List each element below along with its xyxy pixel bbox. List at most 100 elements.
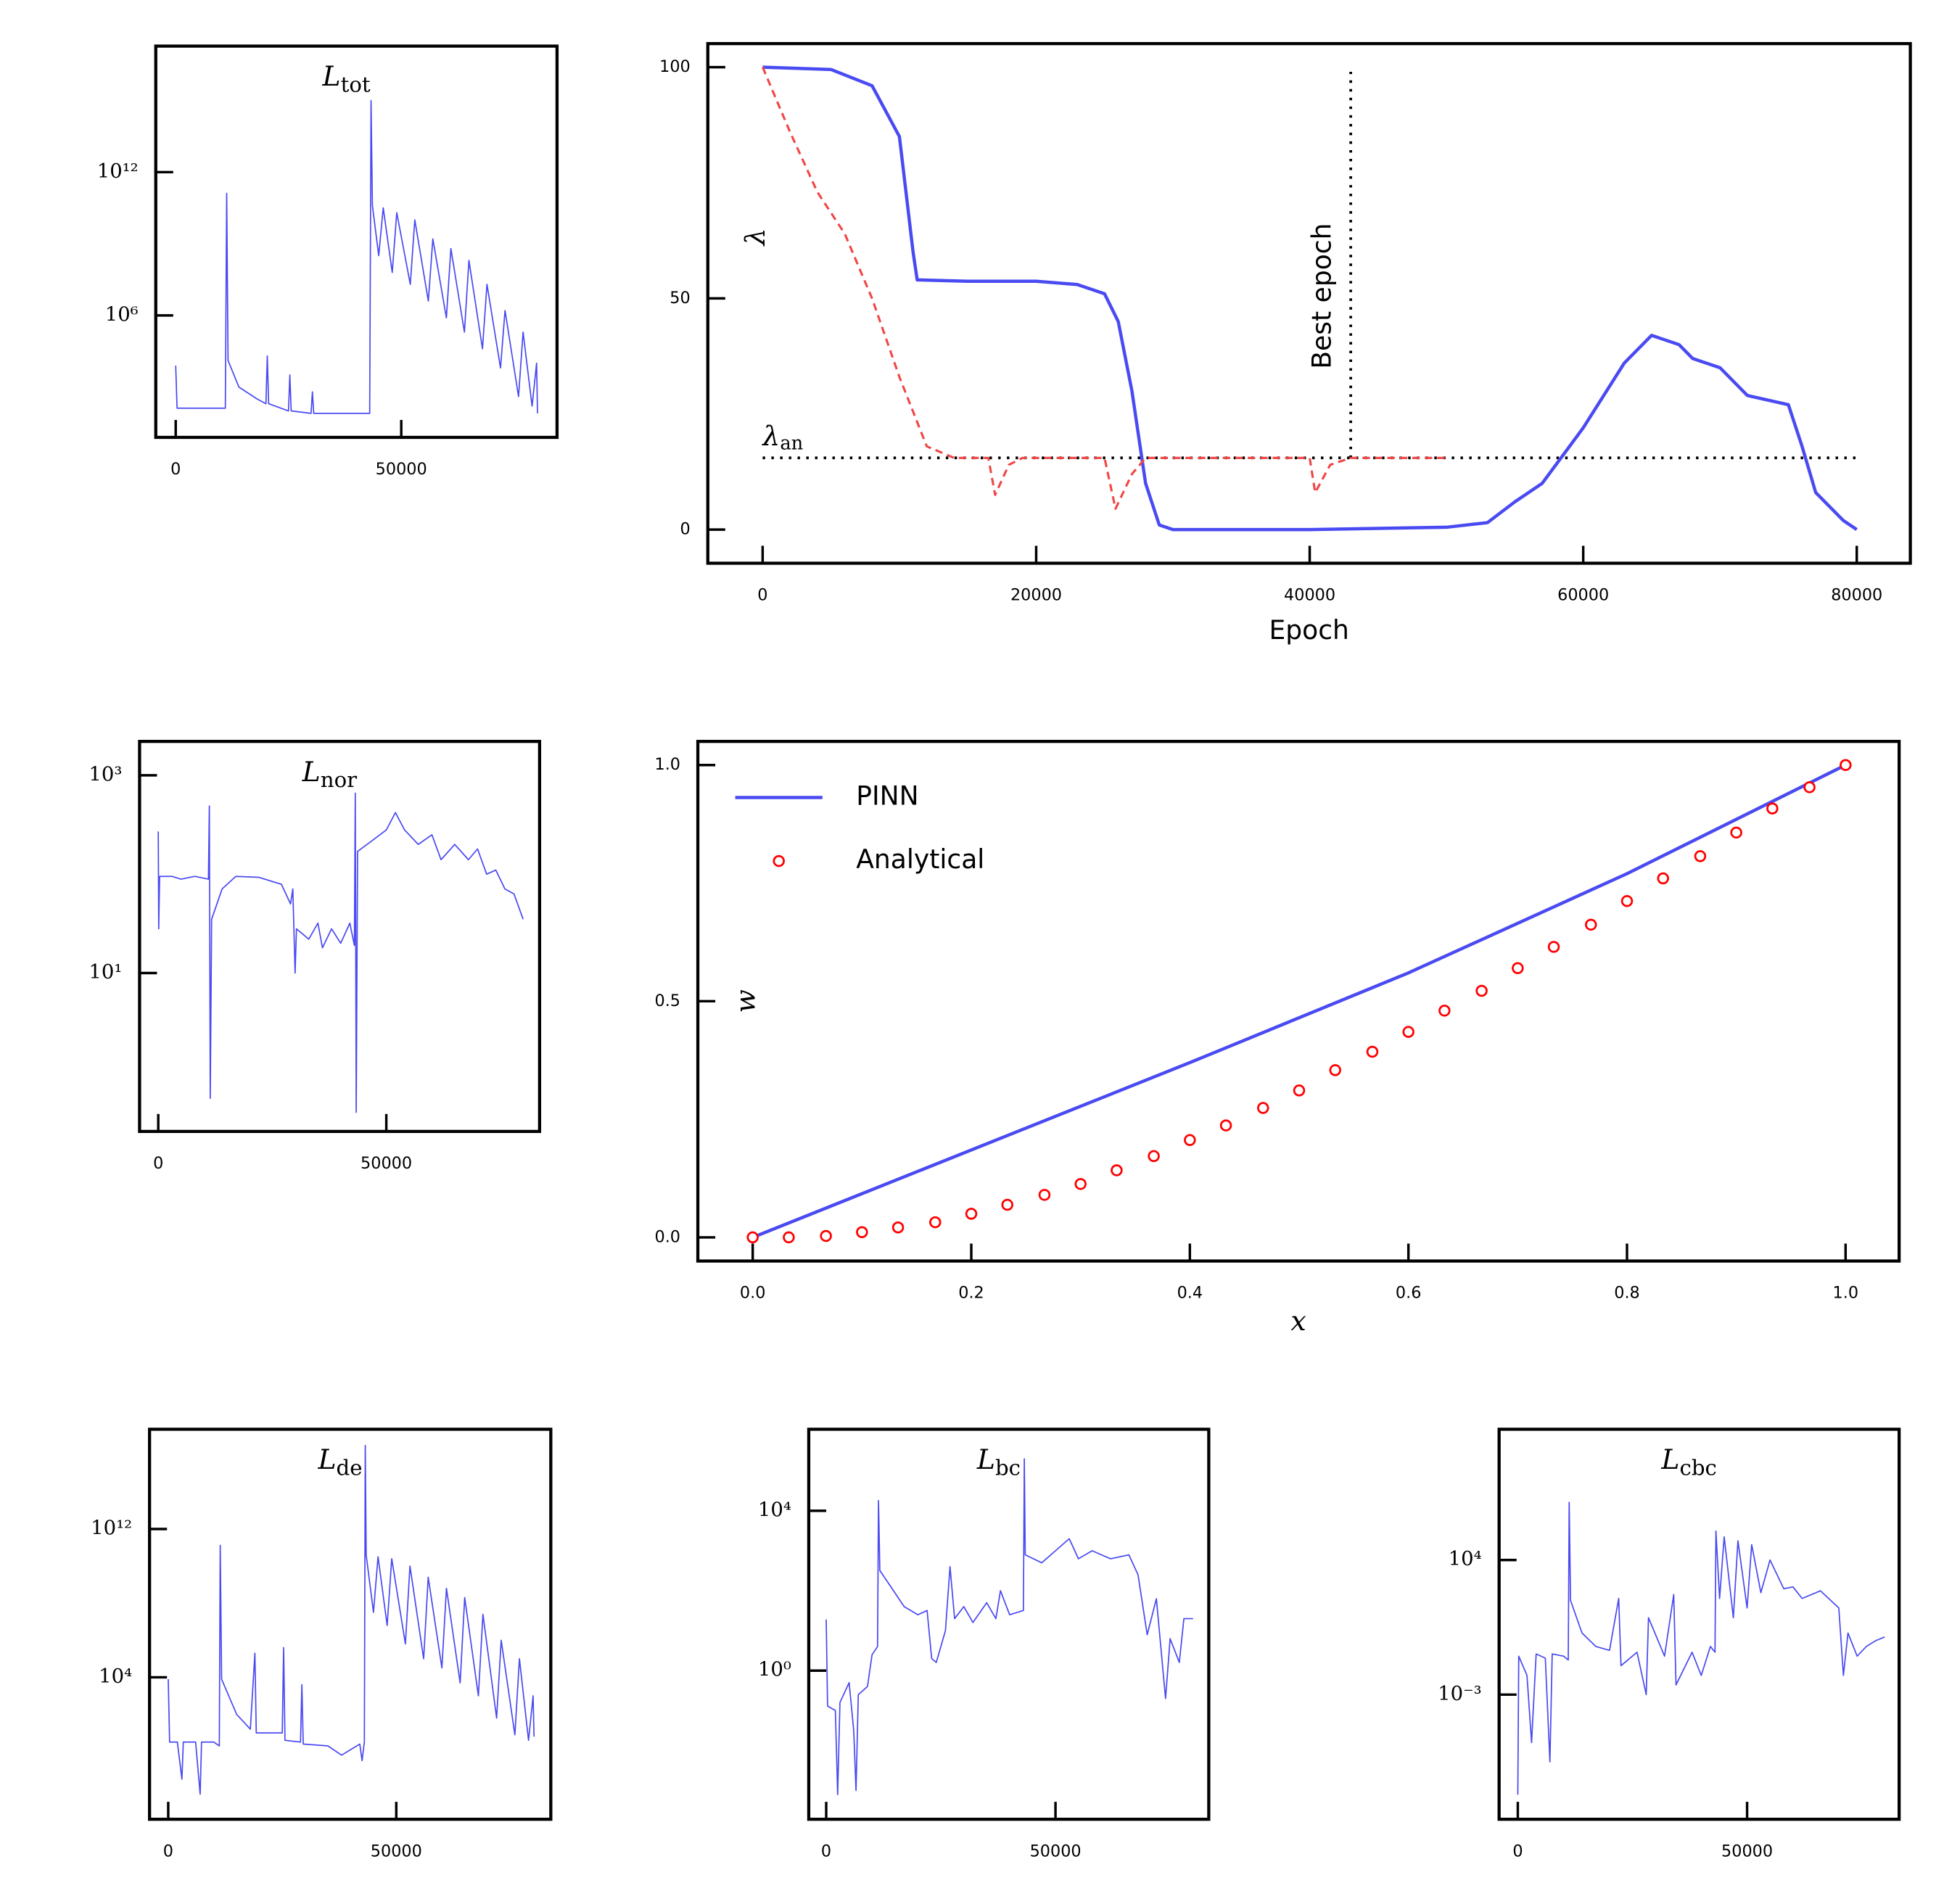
data-point	[1111, 1164, 1123, 1176]
y-tick-label: 10³	[88, 762, 122, 786]
y-axis-label: λ	[739, 228, 771, 247]
x-tick-label: 0	[170, 460, 181, 479]
data-point	[1657, 872, 1669, 885]
panel-title: Ltot	[322, 60, 371, 97]
x-tick-label: 0	[153, 1154, 163, 1173]
panel-title-sub: bc	[995, 1455, 1021, 1480]
panel-title: Lcbc	[1660, 1443, 1716, 1480]
data-point	[1512, 962, 1524, 974]
reference-label-main: λ	[761, 419, 780, 451]
data-point	[1585, 918, 1597, 931]
best-epoch-label: Best epoch	[1306, 223, 1337, 369]
y-tick-label: 10⁴	[758, 1498, 791, 1521]
x-tick-label: 0.6	[1396, 1284, 1422, 1303]
y-tick-label: 10⁻³	[1438, 1682, 1481, 1705]
reference-label-sub: an	[780, 432, 803, 454]
data-point	[929, 1216, 942, 1229]
series-line	[175, 99, 538, 414]
x-tick-label: 0.8	[1614, 1284, 1640, 1303]
x-axis-label: x	[1290, 1305, 1306, 1337]
axes-frame	[154, 44, 559, 440]
data-point	[1038, 1189, 1051, 1201]
data-point	[1402, 1026, 1414, 1038]
data-point	[1257, 1102, 1269, 1114]
x-tick-label: 60000	[1557, 586, 1609, 605]
data-point	[820, 1229, 832, 1242]
series-line	[1517, 1501, 1885, 1795]
y-tick-label: 1.0	[654, 755, 680, 774]
panel-title-main: L	[1660, 1443, 1679, 1475]
x-tick-label: 20000	[1010, 586, 1062, 605]
y-tick-label: 10⁶	[105, 302, 139, 326]
axes-frame	[807, 1427, 1211, 1821]
x-tick-label: 50000	[371, 1842, 422, 1860]
x-tick-label: 0	[1512, 1842, 1523, 1860]
x-tick-label: 0	[163, 1842, 173, 1860]
series-line	[761, 67, 1447, 510]
panel-title: Lnor	[302, 755, 357, 792]
reference-label: λan	[761, 419, 803, 454]
y-tick-label: 10⁴	[1449, 1547, 1482, 1570]
y-tick-label: 0.0	[654, 1227, 680, 1246]
y-tick-label: 100	[659, 57, 691, 76]
x-tick-label: 0.0	[740, 1284, 766, 1303]
x-tick-label: 0.2	[958, 1284, 984, 1303]
y-tick-label: 10¹²	[97, 160, 139, 183]
x-tick-label: 40000	[1284, 586, 1335, 605]
x-tick-label: 1.0	[1833, 1284, 1859, 1303]
data-point	[1001, 1198, 1013, 1211]
data-point	[965, 1208, 978, 1220]
legend-marker	[773, 854, 785, 867]
data-point	[1730, 826, 1742, 839]
x-tick-label: 50000	[1030, 1842, 1082, 1860]
panel-title: Lde	[317, 1443, 362, 1480]
data-point	[856, 1226, 868, 1239]
data-point	[1074, 1178, 1087, 1190]
x-axis-label: Epoch	[1269, 615, 1348, 646]
panel-title-sub: tot	[341, 73, 371, 97]
x-tick-label: 0	[821, 1842, 831, 1860]
panel-title-main: L	[976, 1443, 995, 1475]
data-point	[1329, 1064, 1341, 1076]
y-axis-label: w	[729, 989, 761, 1013]
panel-title-sub: cbc	[1680, 1455, 1717, 1480]
x-tick-label: 0	[757, 586, 767, 605]
data-point	[1475, 984, 1488, 997]
data-point	[1293, 1084, 1306, 1097]
panel-title-main: L	[317, 1443, 336, 1475]
y-tick-label: 10¹	[88, 960, 122, 984]
series-line	[762, 65, 1858, 532]
x-tick-label: 50000	[376, 460, 427, 479]
data-point	[746, 1231, 759, 1244]
x-tick-label: 80000	[1831, 586, 1882, 605]
data-point	[1803, 781, 1816, 794]
series-line	[168, 1444, 535, 1795]
axes-frame	[706, 41, 1912, 565]
x-tick-label: 0.4	[1177, 1284, 1203, 1303]
x-tick-label: 50000	[361, 1154, 412, 1173]
data-point	[1694, 850, 1707, 862]
data-point	[1620, 895, 1634, 907]
data-point	[1547, 941, 1560, 953]
data-point	[1148, 1150, 1160, 1163]
panel-title-main: L	[322, 60, 341, 92]
y-tick-label: 50	[670, 289, 690, 308]
legend-label: PINN	[856, 780, 918, 811]
y-tick-label: 0	[680, 520, 691, 539]
axes-frame	[148, 1427, 553, 1821]
data-point	[1366, 1045, 1379, 1058]
data-point	[1219, 1119, 1232, 1132]
series-line	[751, 763, 1847, 1239]
data-point	[1840, 759, 1852, 771]
series-line	[825, 1458, 1193, 1795]
panel-title: Lbc	[976, 1443, 1021, 1480]
data-point	[1184, 1134, 1196, 1147]
data-point	[891, 1221, 905, 1234]
series-line	[157, 792, 524, 1113]
y-tick-label: 10⁰	[758, 1658, 791, 1681]
data-point	[783, 1231, 795, 1244]
data-point	[1438, 1005, 1451, 1017]
panel-title-main: L	[302, 755, 321, 787]
panel-title-sub: nor	[321, 767, 357, 792]
